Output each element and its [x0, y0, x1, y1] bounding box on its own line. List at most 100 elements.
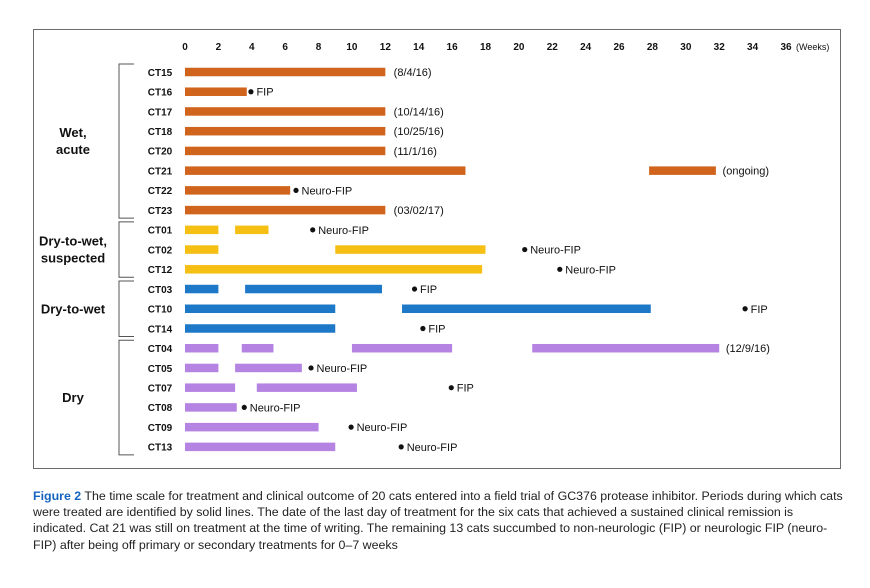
cat-label: CT12	[148, 265, 173, 276]
x-tick-label: 26	[613, 42, 625, 53]
group-bracket	[118, 63, 134, 219]
treatment-bar	[185, 442, 336, 452]
cat-label: CT07	[148, 383, 173, 394]
treatment-bar	[185, 422, 319, 432]
cat-label: CT23	[148, 206, 173, 217]
cat-label: CT04	[148, 344, 173, 355]
outcome-dot	[742, 306, 748, 312]
cat-label: CT02	[148, 245, 173, 256]
outcome-label: (11/1/16)	[394, 146, 437, 158]
cat-label: CT18	[148, 127, 173, 138]
x-tick-label: 12	[380, 42, 392, 53]
x-tick-label: 10	[346, 42, 358, 53]
treatment-bar	[241, 343, 274, 353]
cat-label: CT21	[148, 166, 173, 177]
outcome-dot	[398, 444, 404, 450]
group-label: Wet,	[59, 125, 86, 140]
outcome-label: (12/9/16)	[726, 343, 770, 355]
caption-label: Figure 2	[33, 489, 82, 503]
x-tick-label: 6	[282, 42, 288, 53]
caption-text: The time scale for treatment and clinica…	[33, 489, 843, 552]
outcome-dot	[241, 404, 247, 411]
outcome-label: Neuro-FIP	[530, 245, 581, 257]
x-tick-label: 20	[513, 42, 525, 53]
treatment-bar	[185, 343, 219, 353]
outcome-dot	[248, 89, 254, 95]
treatment-bar	[185, 304, 336, 314]
treatment-bar	[185, 126, 386, 136]
outcome-label: FIP	[751, 304, 768, 316]
outcome-dot	[557, 266, 563, 272]
group-label: Dry	[62, 390, 84, 405]
group-bracket	[118, 221, 134, 278]
treatment-bar	[256, 383, 357, 392]
group-label: Dry-to-wet	[41, 301, 106, 316]
x-tick-label: 28	[647, 42, 659, 53]
treatment-bar	[185, 205, 386, 215]
cat-label: CT20	[148, 147, 173, 158]
treatment-bar	[185, 265, 483, 274]
outcome-label: Neuro-FIP	[565, 264, 616, 276]
x-tick-label: 30	[680, 42, 692, 53]
treatment-bar	[185, 67, 386, 77]
treatment-bar	[335, 245, 486, 254]
x-tick-label: 34	[747, 42, 759, 53]
outcome-dot	[448, 385, 454, 391]
outcome-label: FIP	[428, 323, 445, 335]
treatment-bar	[185, 363, 219, 373]
treatment-bar	[185, 324, 336, 333]
outcome-dot	[348, 424, 354, 430]
cat-label: CT08	[148, 403, 173, 414]
treatment-bar	[185, 225, 219, 235]
x-tick-label: 32	[714, 42, 726, 53]
outcome-label: Neuro-FIP	[407, 442, 458, 454]
x-axis-unit: (Weeks)	[796, 42, 829, 52]
x-tick-label: 0	[182, 42, 188, 53]
outcome-label: FIP	[457, 383, 474, 395]
cat-label: CT10	[148, 305, 173, 316]
outcome-label: Neuro-FIP	[250, 402, 301, 414]
treatment-bar	[402, 304, 651, 314]
outcome-label: (8/4/16)	[394, 67, 432, 79]
outcome-label: FIP	[256, 87, 273, 99]
outcome-dot	[293, 187, 299, 193]
treatment-bar	[185, 403, 237, 412]
treatment-bar	[185, 107, 386, 116]
cat-label: CT22	[148, 186, 173, 197]
outcome-label: Neuro-FIP	[317, 363, 368, 375]
treatment-bar	[185, 245, 219, 254]
x-tick-label: 8	[316, 42, 322, 53]
outcome-dot	[420, 325, 426, 332]
cat-label: CT16	[148, 88, 173, 99]
treatment-bar	[185, 186, 291, 195]
treatment-bar	[649, 166, 716, 175]
cat-label: CT01	[148, 226, 173, 237]
outcome-label: (ongoing)	[723, 166, 769, 178]
x-tick-label: 14	[413, 42, 425, 53]
group-label: suspected	[41, 251, 105, 266]
cat-label: CT03	[148, 285, 173, 296]
outcome-label: Neuro-FIP	[302, 185, 353, 197]
x-tick-label: 36	[780, 42, 792, 53]
group-label: Dry-to-wet,	[39, 234, 107, 249]
outcome-dot	[522, 246, 528, 253]
treatment-bar	[185, 87, 247, 96]
outcome-label: Neuro-FIP	[318, 225, 369, 237]
outcome-label: FIP	[420, 284, 437, 296]
outcome-label: (10/14/16)	[394, 106, 444, 118]
group-bracket	[118, 280, 134, 337]
treatment-bar	[245, 284, 382, 294]
x-tick-label: 24	[580, 42, 592, 53]
outcome-label: (10/25/16)	[394, 126, 444, 138]
gantt-chart: 0 2 4 6 8 10 12 14 16 18 20 22 24 26 28 30 32 34 36 (Weeks)…	[39, 42, 829, 456]
x-tick-label: 16	[447, 42, 459, 53]
treatment-bar	[185, 284, 219, 294]
treatment-bar	[235, 225, 269, 235]
x-tick-label: 2	[216, 42, 222, 53]
outcome-dot	[310, 227, 316, 233]
treatment-bar	[185, 146, 386, 156]
x-tick-label: 4	[249, 42, 255, 53]
x-tick-label: 18	[480, 42, 492, 53]
cat-label: CT13	[148, 443, 173, 454]
group-label: acute	[56, 142, 90, 157]
